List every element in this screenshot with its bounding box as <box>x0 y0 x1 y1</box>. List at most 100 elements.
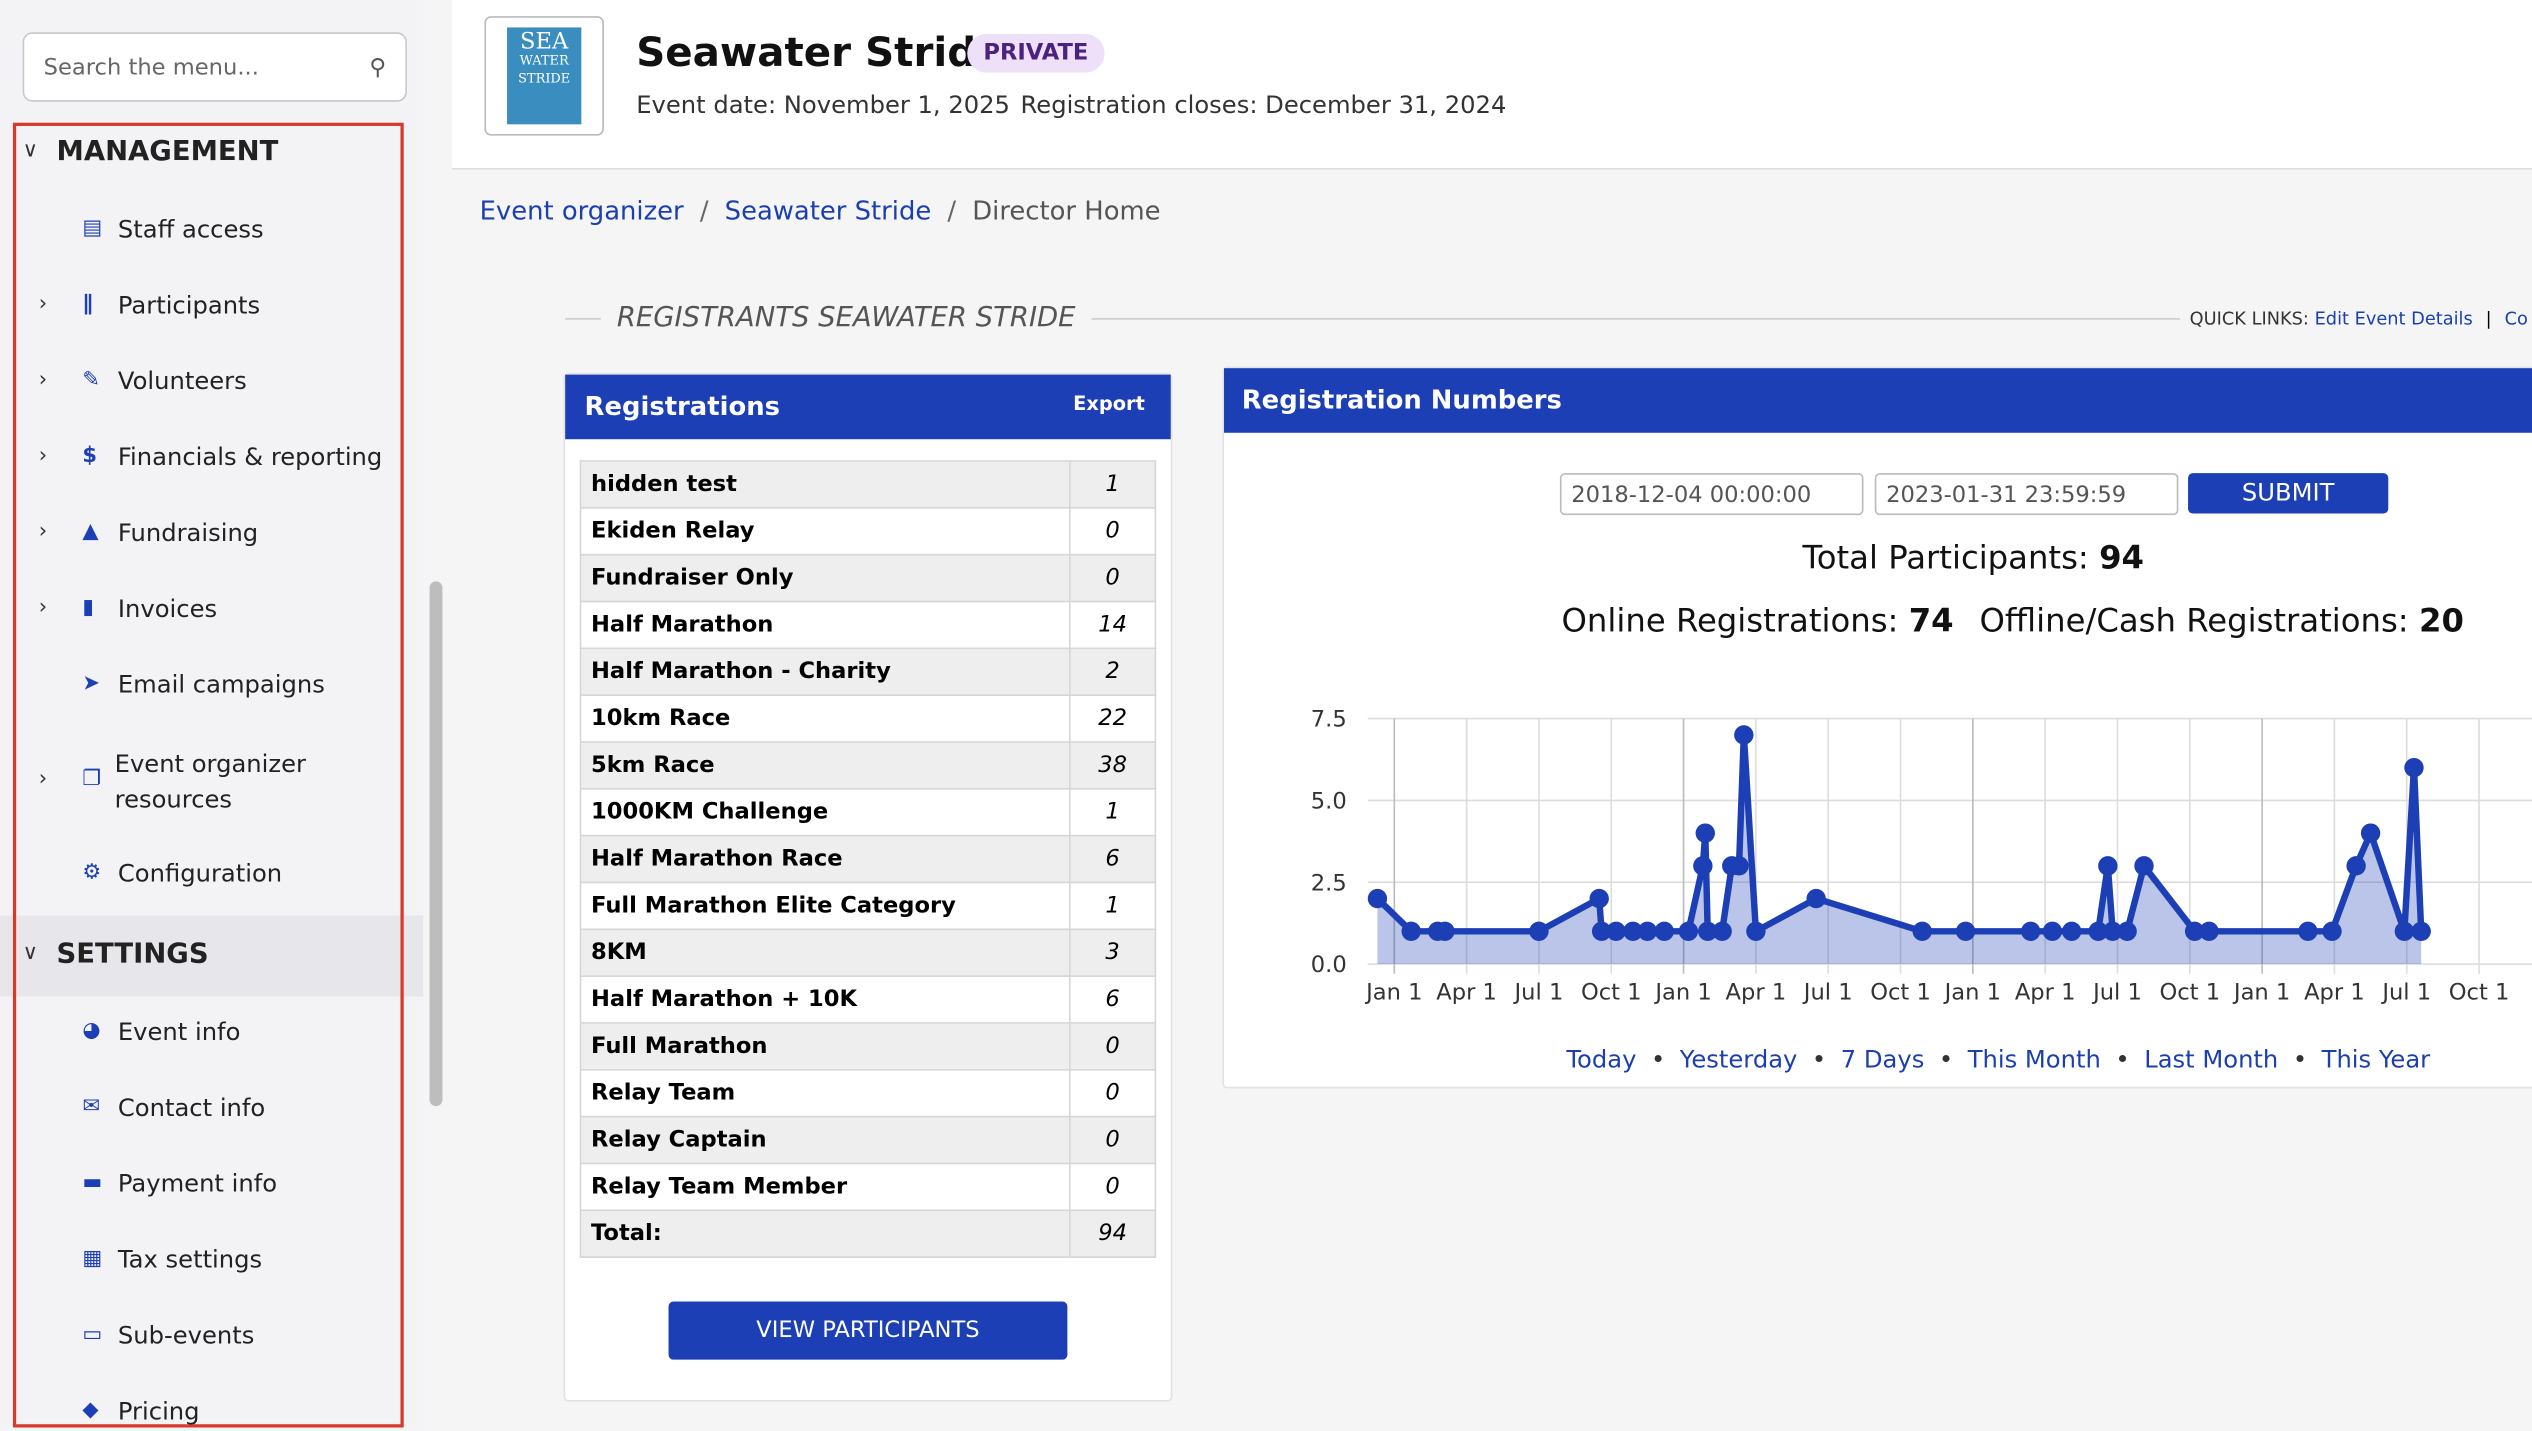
row-count: 2 <box>1068 647 1157 696</box>
row-count: 14 <box>1068 600 1157 650</box>
menu-icon: ⚙ <box>82 860 102 885</box>
row-count: 3 <box>1068 928 1157 977</box>
point <box>1734 725 1754 745</box>
breadcrumb-link[interactable]: Seawater Stride <box>724 195 932 227</box>
menu-item[interactable]: Volunteers <box>117 366 247 396</box>
chevron: ∨ <box>22 138 38 164</box>
breadcrumb-link[interactable]: Event organizer <box>479 195 684 227</box>
row-count: 1 <box>1068 788 1157 837</box>
table-row: Half Marathon - Charity 2 <box>579 647 1157 696</box>
menu-icon: ✎ <box>82 368 100 393</box>
row-name: Relay Team Member <box>579 1162 1071 1212</box>
menu-item[interactable]: Payment info <box>117 1169 278 1199</box>
table-row: Relay Team Member 0 <box>579 1162 1157 1212</box>
point <box>1697 921 1718 941</box>
x-tick-label: Jul 1 <box>1802 980 1853 1006</box>
total-label: Total Participants: <box>1802 537 2089 577</box>
menu-item[interactable]: Contact info <box>117 1093 266 1123</box>
range-links: Today • Yesterday • 7 Days • This Month • Last M… <box>1566 1045 2430 1074</box>
point <box>2088 921 2108 941</box>
submit-button[interactable]: SUBMIT <box>2188 473 2389 514</box>
search-box[interactable]: Search the menu... ⚲ <box>22 32 407 102</box>
view-participants-button[interactable]: VIEW PARTICIPANTS <box>668 1301 1068 1360</box>
menu-item[interactable]: Invoices <box>117 594 218 624</box>
total-value: 94 <box>2099 537 2145 577</box>
menu-icon: ◆ <box>82 1398 99 1423</box>
menu-icon: ▲ <box>82 519 99 545</box>
menu-icon: $ <box>82 444 97 469</box>
point <box>1435 921 1455 941</box>
row-name: Relay Captain <box>579 1115 1071 1165</box>
settings-band <box>0 915 424 997</box>
x-tick-label: Apr 1 <box>1726 980 1787 1006</box>
menu-item[interactable]: Sub-events <box>117 1320 255 1350</box>
point <box>1693 856 1713 876</box>
menu-item[interactable]: Email campaigns <box>117 670 325 700</box>
row-name: 10km Race <box>579 694 1071 743</box>
row-name: 8KM <box>579 928 1071 977</box>
export-link[interactable]: Export <box>1073 392 1145 416</box>
chevron: › <box>38 767 48 792</box>
table-row: Total: 94 <box>579 1209 1157 1258</box>
event-title: Seawater Stride <box>636 29 1004 76</box>
section-title[interactable]: SETTINGS <box>56 938 209 971</box>
range-link[interactable]: This Year <box>2321 1044 2431 1074</box>
table-row: Half Marathon Race 6 <box>579 834 1157 884</box>
menu-item[interactable]: Event organizer resources <box>114 749 306 814</box>
point <box>2184 921 2205 941</box>
y-tick-label: 7.5 <box>1311 707 1347 733</box>
menu-item[interactable]: Financials & reporting <box>117 442 383 472</box>
menu-item[interactable]: Tax settings <box>117 1245 263 1275</box>
point <box>2021 921 2041 941</box>
x-tick-label: Jul 1 <box>1513 980 1564 1006</box>
start-date-input[interactable]: 2018-12-04 00:00:00 <box>1559 473 1864 516</box>
registrations-table: hidden test 1 Ekiden Relay 0 Fundraiser Only… <box>579 460 1157 1258</box>
table-row: Relay Captain 0 <box>579 1115 1157 1165</box>
quick-link[interactable]: Co <box>2504 308 2528 330</box>
table-row: 1000KM Challenge 1 <box>579 788 1157 837</box>
y-tick-label: 0.0 <box>1311 952 1347 978</box>
range-link[interactable]: Yesterday <box>1679 1044 1798 1074</box>
point <box>1589 888 1609 909</box>
menu-item[interactable]: Pricing <box>117 1396 200 1426</box>
quick-link[interactable]: Edit Event Details <box>2314 308 2473 330</box>
point <box>2102 921 2123 941</box>
x-tick-label: Jan 1 <box>1943 980 2001 1006</box>
menu-item[interactable]: Configuration <box>117 859 283 889</box>
separator: • <box>2292 1044 2308 1074</box>
x-tick-label: Jul 1 <box>2380 980 2431 1006</box>
logo: SEA WATER STRIDE <box>507 27 582 125</box>
panel-title: Registration Numbers <box>1241 384 1562 416</box>
row-name: 1000KM Challenge <box>579 788 1071 837</box>
chevron: › <box>38 519 48 545</box>
row-count: 0 <box>1068 1022 1157 1071</box>
section-title[interactable]: MANAGEMENT <box>56 135 279 168</box>
menu-item[interactable]: Participants <box>117 290 261 320</box>
menu-item[interactable]: Fundraising <box>117 518 259 548</box>
breadcrumb-current: Director Home <box>972 195 1161 227</box>
row-count: 0 <box>1068 1115 1157 1165</box>
range-link[interactable]: Today <box>1566 1044 1637 1074</box>
range-link[interactable]: Last Month <box>2144 1044 2279 1074</box>
point <box>1367 888 1388 909</box>
online-value: 74 <box>1908 600 1954 640</box>
separator: • <box>1938 1044 1954 1074</box>
range-link[interactable]: 7 Days <box>1840 1044 1925 1074</box>
quick-links-label: QUICK LINKS: <box>2189 308 2309 330</box>
chevron: › <box>38 595 48 621</box>
panel-header: Registration Numbers <box>1224 368 2532 433</box>
offline-value: 20 <box>2418 600 2464 640</box>
point <box>2360 823 2381 843</box>
menu-item[interactable]: Event info <box>117 1017 241 1047</box>
menu-icon: ➤ <box>82 671 100 696</box>
chevron: › <box>38 444 48 469</box>
point <box>1654 921 1674 941</box>
panel-title: Registrations <box>584 390 780 422</box>
row-count: 0 <box>1068 553 1157 603</box>
range-link[interactable]: This Month <box>1967 1044 2101 1074</box>
end-date: 2023-01-31 23:59:59 <box>1886 482 2127 509</box>
end-date-input[interactable]: 2023-01-31 23:59:59 <box>1874 473 2179 516</box>
total-line: Total Participants: 94 <box>1224 538 2532 577</box>
menu-item[interactable]: Staff access <box>117 214 264 244</box>
